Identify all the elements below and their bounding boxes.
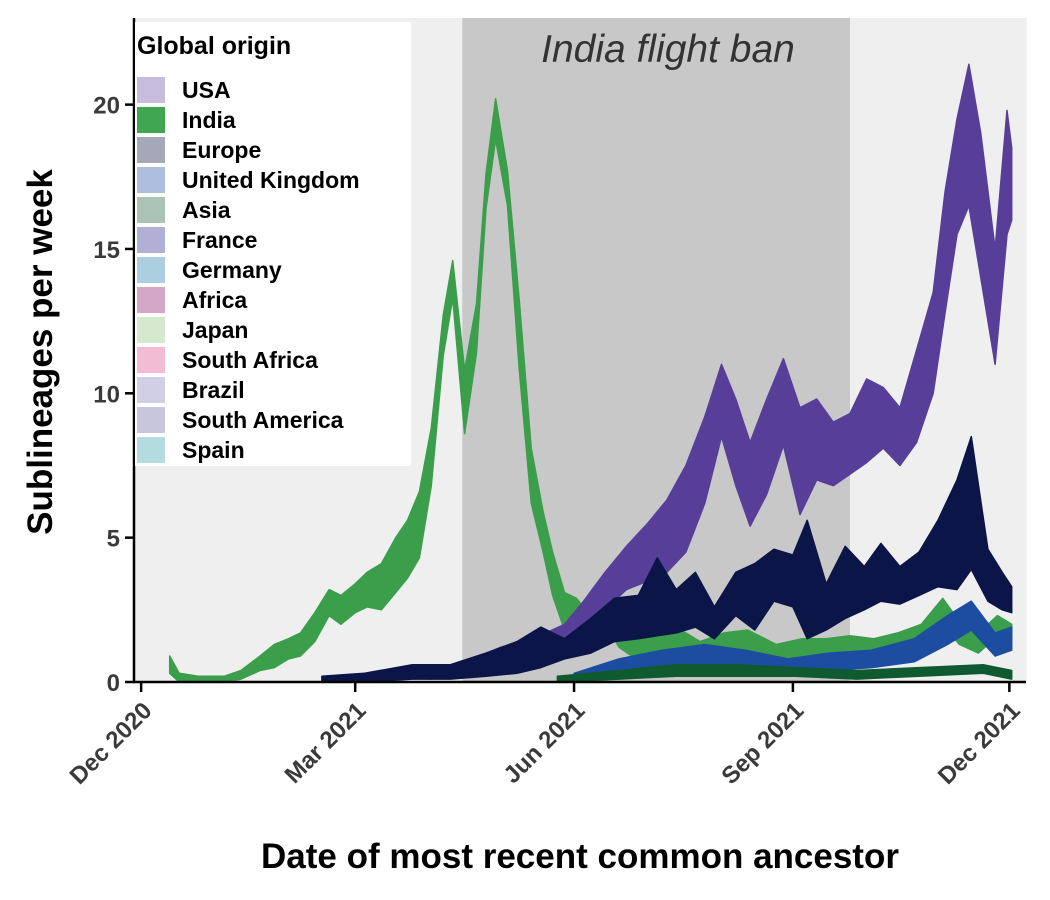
legend-india-label: India: [182, 107, 236, 133]
y-tick-label-4: 20: [93, 93, 120, 120]
legend-spain-label: Spain: [182, 437, 245, 463]
legend: Global origin USA India Europe United Kingd…: [135, 22, 411, 466]
legend-africa-label: Africa: [182, 287, 247, 313]
x-tick-label-1: Mar 2021: [280, 697, 372, 789]
legend-usa-label: USA: [182, 77, 231, 103]
legend-south-america-swatch: [137, 407, 165, 433]
legend-brazil-swatch: [137, 377, 165, 403]
legend-france-label: France: [182, 227, 257, 253]
legend-brazil-label: Brazil: [182, 377, 245, 403]
y-ticks: 0 5 10 15 20: [93, 93, 134, 697]
shaded-region-1: [462, 18, 608, 682]
y-tick-label-1: 5: [107, 526, 120, 553]
y-tick-label-3: 15: [93, 237, 120, 264]
x-tick-label-0: Dec 2020: [65, 697, 158, 790]
legend-south-america-label: South America: [182, 407, 344, 433]
x-ticks: Dec 2020 Mar 2021 Jun 2021 Sep 2021 Dec 2021: [65, 682, 1026, 790]
legend-title: Global origin: [137, 32, 291, 60]
legend-europe-label: Europe: [182, 137, 261, 163]
legend-asia-swatch: [137, 197, 165, 223]
legend-united-kingdom-label: United Kingdom: [182, 167, 360, 193]
legend-germany-label: Germany: [182, 257, 282, 283]
x-axis-title: Date of most recent common ancestor: [261, 837, 899, 876]
series-united-kingdom: [321, 435, 1013, 683]
legend-united-kingdom-swatch: [137, 167, 165, 193]
legend-africa-swatch: [137, 287, 165, 313]
legend-spain-swatch: [137, 437, 165, 463]
flight-ban-annotation: India flight ban: [541, 28, 795, 71]
series-asia: [556, 663, 1013, 683]
legend-japan-label: Japan: [182, 317, 248, 343]
legend-france-swatch: [137, 227, 165, 253]
series-usa: [428, 63, 1013, 680]
legend-asia-label: Asia: [182, 197, 231, 223]
legend-germany-swatch: [137, 257, 165, 283]
legend-japan-swatch: [137, 317, 165, 343]
y-axis-title: Sublineages per week: [21, 169, 60, 535]
legend-europe-swatch: [137, 137, 165, 163]
axes: [132, 18, 1026, 684]
legend-usa-swatch: [137, 77, 165, 103]
series-layer: [168, 63, 1013, 683]
y-tick-label-2: 10: [93, 381, 120, 408]
legend-background: [135, 22, 411, 466]
legend-india-swatch: [137, 107, 165, 133]
x-tick-label-2: Jun 2021: [499, 697, 591, 789]
y-tick-label-0: 0: [107, 670, 120, 697]
legend-south-africa-label: South Africa: [182, 347, 318, 373]
x-tick-label-3: Sep 2021: [716, 697, 809, 790]
x-tick-label-4: Dec 2021: [933, 697, 1026, 790]
legend-items: USA India Europe United Kingdom Asia France Ge…: [137, 77, 360, 463]
legend-south-africa-swatch: [137, 347, 165, 373]
